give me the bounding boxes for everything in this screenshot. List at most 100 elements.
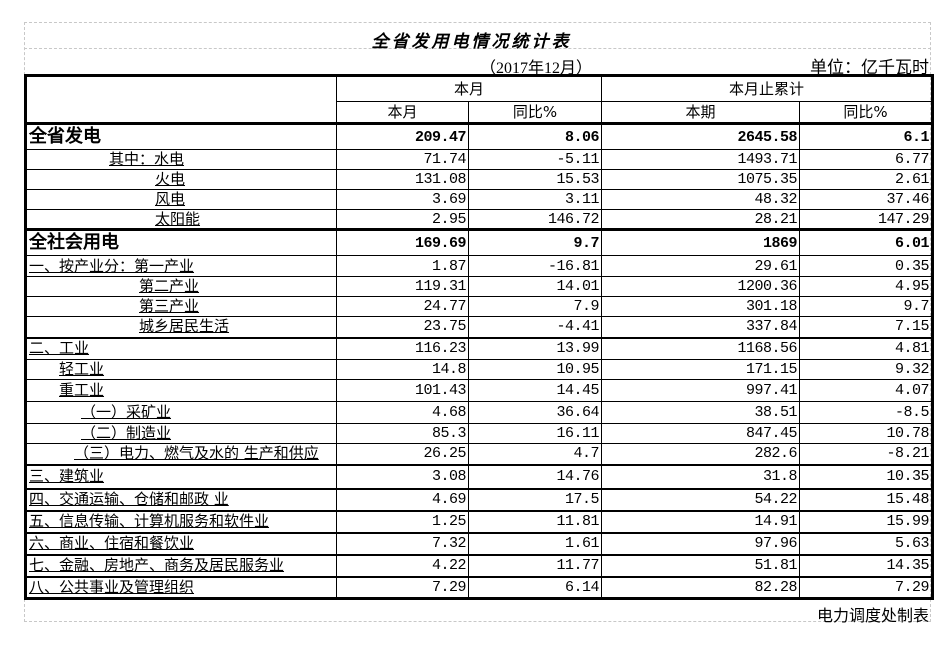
month-yoy-cell[interactable]: 11.81 — [467, 509, 603, 533]
row-label-cell[interactable]: （二）制造业 — [25, 423, 337, 444]
period-yoy-cell[interactable]: 4.07 — [799, 379, 934, 402]
month-value-cell[interactable]: 85.3 — [336, 423, 469, 444]
period-value-cell[interactable]: 997.41 — [601, 379, 801, 402]
month-yoy-cell[interactable]: 14.01 — [467, 276, 603, 297]
month-yoy-cell[interactable]: 16.11 — [467, 423, 603, 444]
period-value-cell[interactable]: 301.18 — [601, 296, 801, 317]
period-yoy-cell[interactable]: 10.78 — [799, 423, 934, 444]
period-value-cell[interactable]: 48.32 — [601, 189, 801, 210]
row-label-cell[interactable]: （三）电力、燃气及水的 生产和供应 — [25, 443, 337, 465]
period-value-cell[interactable]: 28.21 — [601, 209, 801, 230]
row-label-cell[interactable]: 第二产业 — [25, 276, 337, 297]
period-value-cell[interactable]: 14.91 — [601, 509, 801, 533]
period-value-cell[interactable]: 54.22 — [601, 487, 801, 511]
row-label-cell[interactable]: 其中：水电 — [25, 149, 337, 170]
period-value-cell[interactable]: 82.28 — [601, 575, 801, 599]
month-value-cell[interactable]: 4.69 — [336, 487, 469, 511]
period-yoy-cell[interactable]: 2.61 — [799, 169, 934, 190]
row-label-cell[interactable]: 三、建筑业 — [25, 463, 337, 489]
period-value-cell[interactable]: 1200.36 — [601, 276, 801, 297]
period-yoy-cell[interactable]: 7.29 — [799, 575, 934, 599]
period-yoy-cell[interactable]: 9.32 — [799, 359, 934, 380]
month-yoy-cell[interactable]: 4.7 — [467, 443, 603, 465]
row-label-cell[interactable]: 城乡居民生活 — [25, 316, 337, 338]
month-yoy-cell[interactable]: 36.64 — [467, 401, 603, 424]
period-yoy-cell[interactable]: 14.35 — [799, 553, 934, 577]
month-value-cell[interactable]: 119.31 — [336, 276, 469, 297]
month-yoy-cell[interactable]: 10.95 — [467, 359, 603, 380]
month-value-cell[interactable]: 169.69 — [336, 228, 469, 256]
month-value-cell[interactable]: 3.08 — [336, 463, 469, 489]
period-value-cell[interactable]: 847.45 — [601, 423, 801, 444]
period-value-cell[interactable]: 337.84 — [601, 316, 801, 338]
period-value-cell[interactable]: 282.6 — [601, 443, 801, 465]
month-value-cell[interactable]: 7.29 — [336, 575, 469, 599]
month-yoy-cell[interactable]: 3.11 — [467, 189, 603, 210]
period-yoy-cell[interactable]: 5.63 — [799, 531, 934, 555]
period-yoy-cell[interactable]: -8.5 — [799, 401, 934, 424]
period-yoy-cell[interactable]: 15.99 — [799, 509, 934, 533]
period-value-cell[interactable]: 1075.35 — [601, 169, 801, 190]
period-value-cell[interactable]: 31.8 — [601, 463, 801, 489]
row-label-cell[interactable]: 第三产业 — [25, 296, 337, 317]
month-yoy-cell[interactable]: 8.06 — [467, 122, 603, 150]
period-value-cell[interactable]: 1869 — [601, 228, 801, 256]
period-yoy-cell[interactable]: 10.35 — [799, 463, 934, 489]
period-yoy-cell[interactable]: 147.29 — [799, 209, 934, 230]
month-value-cell[interactable]: 7.32 — [336, 531, 469, 555]
month-yoy-cell[interactable]: 1.61 — [467, 531, 603, 555]
month-value-cell[interactable]: 2.95 — [336, 209, 469, 230]
period-value-cell[interactable]: 1168.56 — [601, 336, 801, 360]
month-yoy-cell[interactable]: 6.14 — [467, 575, 603, 599]
month-yoy-cell[interactable]: -16.81 — [467, 255, 603, 277]
month-yoy-cell[interactable]: 13.99 — [467, 336, 603, 360]
row-label-cell[interactable]: 风电 — [25, 189, 337, 210]
row-label-cell[interactable]: 一、按产业分：第一产业 — [25, 255, 337, 277]
month-value-cell[interactable]: 4.22 — [336, 553, 469, 577]
month-value-cell[interactable]: 14.8 — [336, 359, 469, 380]
month-yoy-cell[interactable]: 15.53 — [467, 169, 603, 190]
row-label-cell[interactable]: （一）采矿业 — [25, 401, 337, 424]
month-value-cell[interactable]: 101.43 — [336, 379, 469, 402]
period-yoy-cell[interactable]: 4.95 — [799, 276, 934, 297]
row-label-cell[interactable]: 轻工业 — [25, 359, 337, 380]
period-yoy-cell[interactable]: 37.46 — [799, 189, 934, 210]
month-value-cell[interactable]: 1.25 — [336, 509, 469, 533]
month-yoy-cell[interactable]: -4.41 — [467, 316, 603, 338]
row-label-cell[interactable]: 七、金融、房地产、商务及居民服务业 — [25, 553, 337, 577]
row-label-cell[interactable]: 太阳能 — [25, 209, 337, 230]
period-yoy-cell[interactable]: 9.7 — [799, 296, 934, 317]
month-value-cell[interactable]: 3.69 — [336, 189, 469, 210]
period-value-cell[interactable]: 1493.71 — [601, 149, 801, 170]
month-value-cell[interactable]: 4.68 — [336, 401, 469, 424]
row-label-cell[interactable]: 火电 — [25, 169, 337, 190]
period-value-cell[interactable]: 51.81 — [601, 553, 801, 577]
row-label-cell[interactable]: 二、工业 — [25, 336, 337, 360]
period-yoy-cell[interactable]: -8.21 — [799, 443, 934, 465]
period-yoy-cell[interactable]: 6.1 — [799, 122, 934, 150]
period-value-cell[interactable]: 97.96 — [601, 531, 801, 555]
row-label-cell[interactable]: 六、商业、住宿和餐饮业 — [25, 531, 337, 555]
month-value-cell[interactable]: 26.25 — [336, 443, 469, 465]
month-value-cell[interactable]: 24.77 — [336, 296, 469, 317]
month-yoy-cell[interactable]: 146.72 — [467, 209, 603, 230]
month-yoy-cell[interactable]: -5.11 — [467, 149, 603, 170]
month-yoy-cell[interactable]: 17.5 — [467, 487, 603, 511]
row-label-cell[interactable]: 全社会用电 — [25, 228, 337, 256]
period-value-cell[interactable]: 38.51 — [601, 401, 801, 424]
period-yoy-cell[interactable]: 15.48 — [799, 487, 934, 511]
month-value-cell[interactable]: 131.08 — [336, 169, 469, 190]
row-label-cell[interactable]: 八、公共事业及管理组织 — [25, 575, 337, 599]
period-yoy-cell[interactable]: 4.81 — [799, 336, 934, 360]
month-yoy-cell[interactable]: 14.45 — [467, 379, 603, 402]
period-yoy-cell[interactable]: 6.77 — [799, 149, 934, 170]
month-yoy-cell[interactable]: 14.76 — [467, 463, 603, 489]
month-value-cell[interactable]: 71.74 — [336, 149, 469, 170]
month-value-cell[interactable]: 1.87 — [336, 255, 469, 277]
row-label-cell[interactable]: 重工业 — [25, 379, 337, 402]
period-value-cell[interactable]: 171.15 — [601, 359, 801, 380]
row-label-cell[interactable]: 四、交通运输、仓储和邮政 业 — [25, 487, 337, 511]
period-value-cell[interactable]: 29.61 — [601, 255, 801, 277]
period-value-cell[interactable]: 2645.58 — [601, 122, 801, 150]
month-value-cell[interactable]: 116.23 — [336, 336, 469, 360]
